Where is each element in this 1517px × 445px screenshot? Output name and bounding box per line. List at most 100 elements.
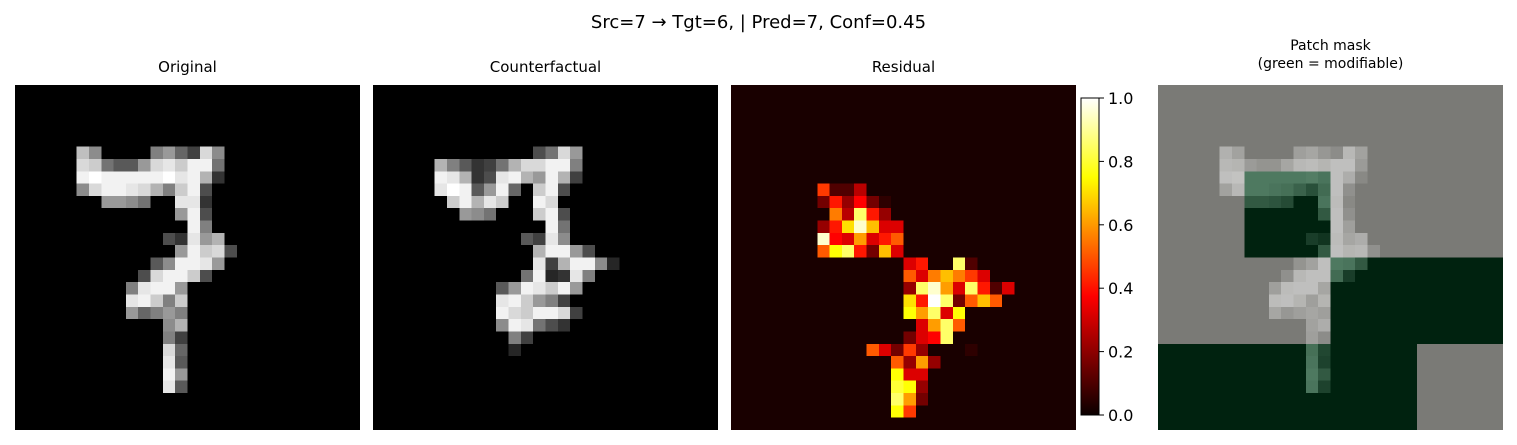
counterfactual-pixel: [471, 208, 484, 221]
residual-pixel: [891, 245, 904, 258]
mask-digit-pixel: [1330, 245, 1343, 258]
residual-pixel: [915, 319, 929, 332]
counterfactual-pixel: [557, 319, 571, 332]
mask-digit-pixel: [1305, 294, 1319, 307]
original-pixel: [175, 319, 188, 332]
original-pixel: [150, 171, 163, 184]
original-pixel: [113, 158, 126, 172]
mask-digit-pixel: [1342, 195, 1356, 209]
mask-digit-pixel: [1355, 245, 1368, 258]
original-pixel: [175, 294, 188, 307]
counterfactual-pixel: [545, 269, 558, 283]
counterfactual-pixel: [557, 257, 571, 270]
mask-digit-pixel: [1318, 245, 1331, 258]
residual-pixel: [817, 183, 830, 196]
original-pixel: [199, 158, 213, 172]
residual-pixel: [891, 220, 904, 233]
mask-digit-pixel: [1268, 195, 1282, 209]
mask-digit-pixel: [1281, 269, 1294, 283]
original-pixel: [212, 245, 225, 258]
mask-digit-pixel: [1293, 183, 1306, 196]
mask-digit-pixel: [1355, 158, 1368, 172]
mask-digit-pixel: [1342, 146, 1356, 159]
original-pixel: [199, 220, 213, 233]
original-pixel: [162, 257, 176, 270]
colorbar-tick-label: 0.0: [1108, 406, 1133, 425]
original-pixel: [138, 306, 151, 320]
mask-digit-pixel: [1330, 171, 1343, 184]
counterfactual-pixel: [545, 208, 558, 221]
mask-digit-pixel: [1293, 158, 1306, 172]
counterfactual-pixel: [545, 232, 558, 246]
mask-digit-pixel: [1219, 183, 1232, 196]
mask-digit-pixel: [1305, 380, 1319, 394]
counterfactual-pixel: [533, 269, 546, 283]
residual-pixel: [952, 319, 966, 332]
original-pixel: [175, 380, 188, 394]
mask-digit-pixel: [1268, 171, 1282, 184]
mask-digit-pixel: [1330, 208, 1343, 221]
counterfactual-pixel: [557, 294, 571, 307]
original-pixel: [187, 232, 200, 246]
original-pixel: [199, 171, 213, 184]
mask-digit-pixel: [1342, 208, 1356, 221]
counterfactual-pixel: [570, 257, 583, 270]
mask-digit-pixel: [1318, 368, 1331, 381]
mask-digit-pixel: [1293, 306, 1306, 320]
counterfactual-pixel: [446, 183, 460, 196]
counterfactual-pixel: [520, 158, 534, 172]
mask-digit-pixel: [1318, 356, 1331, 369]
counterfactual-pixel: [545, 158, 558, 172]
original-image: [15, 85, 360, 430]
original-pixel: [138, 171, 151, 184]
residual-pixel: [891, 232, 904, 246]
original-pixel: [162, 282, 176, 295]
counterfactual-pixel: [557, 306, 571, 320]
counterfactual-pixel: [545, 183, 558, 196]
mask-digit-pixel: [1293, 294, 1306, 307]
mask-title-line2: (green = modifiable): [1257, 56, 1404, 72]
mask-digit-pixel: [1244, 158, 1257, 172]
mask-digit-pixel: [1342, 183, 1356, 196]
counterfactual-pixel: [545, 220, 558, 233]
residual-pixel: [878, 220, 892, 233]
counterfactual-pixel: [582, 257, 595, 270]
residual-pixel: [829, 245, 842, 258]
original-pixel: [212, 232, 225, 246]
colorbar: 0.0 0.2 0.4 0.6 0.8 1.0: [1080, 89, 1133, 425]
counterfactual-pixel: [459, 171, 472, 184]
residual-pixel: [891, 343, 904, 357]
mask-digit-pixel: [1318, 146, 1331, 159]
counterfactual-pixel: [496, 158, 509, 172]
counterfactual-pixel: [459, 158, 472, 172]
residual-pixel: [903, 380, 916, 394]
mask-digit-pixel: [1305, 171, 1319, 184]
counterfactual-pixel: [545, 282, 558, 295]
counterfactual-pixel: [557, 146, 571, 159]
counterfactual-pixel: [533, 282, 546, 295]
original-pixel: [162, 331, 176, 344]
original-pixel: [150, 294, 163, 307]
original-pixel: [101, 183, 114, 196]
counterfactual-pixel: [508, 343, 521, 357]
counterfactual-pixel: [533, 232, 546, 246]
original-pixel: [187, 269, 200, 283]
original-pixel: [199, 183, 213, 196]
counterfactual-pixel: [533, 319, 546, 332]
residual-pixel: [903, 356, 916, 369]
original-pixel: [162, 232, 176, 246]
counterfactual-pixel: [533, 146, 546, 159]
original-pixel: [162, 319, 176, 332]
counterfactual-pixel: [594, 257, 608, 270]
mask-digit-pixel: [1318, 343, 1331, 357]
original-pixel: [150, 183, 163, 196]
residual-pixel: [829, 208, 842, 221]
original-pixel: [199, 232, 213, 246]
original-pixel: [175, 146, 188, 159]
mask-digit-pixel: [1330, 183, 1343, 196]
original-pixel: [150, 282, 163, 295]
original-pixel: [162, 171, 176, 184]
counterfactual-pixel: [533, 257, 546, 270]
counterfactual-pixel: [545, 319, 558, 332]
residual-pixel: [1002, 282, 1015, 295]
